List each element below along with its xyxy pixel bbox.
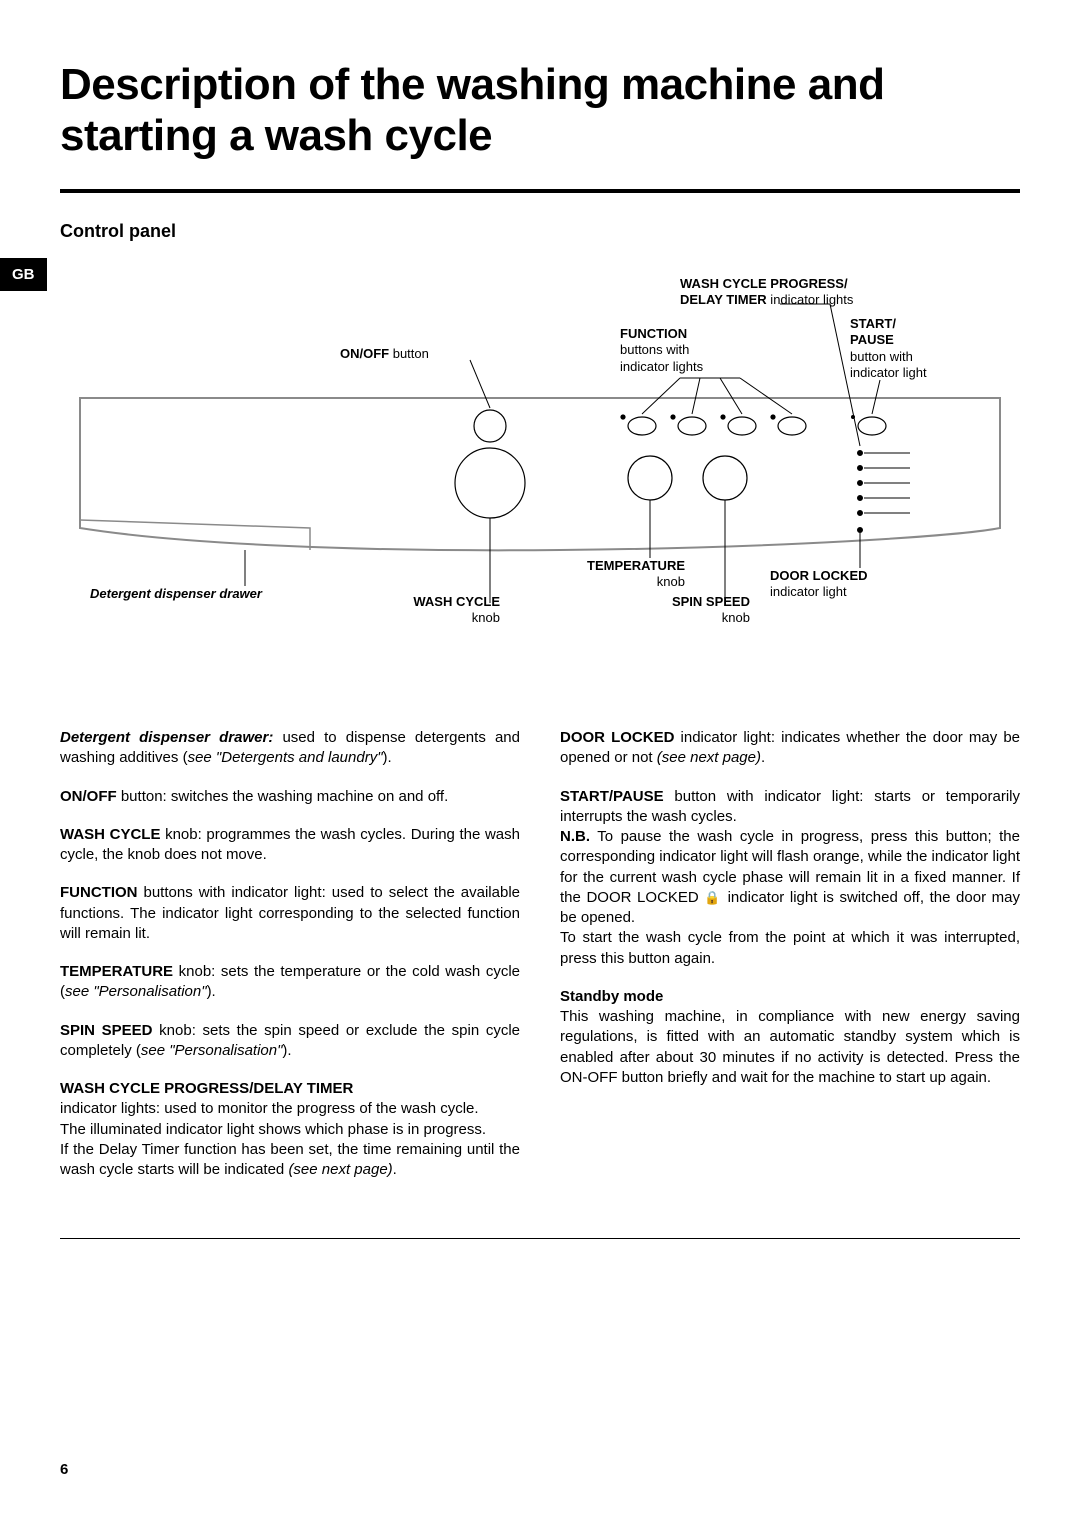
p-nb2: To start the wash cycle from the point a… <box>560 928 1020 969</box>
title-rule <box>60 189 1020 193</box>
page-title: Description of the washing machine and s… <box>60 60 1020 161</box>
left-column: Detergent dispenser drawer: used to disp… <box>60 728 520 1198</box>
label-progress: WASH CYCLE PROGRESS/ DELAY TIMER indicat… <box>680 276 853 309</box>
p-progress-l1: indicator lights: used to monitor the pr… <box>60 1099 520 1119</box>
label-temperature: TEMPERATURE knob <box>520 558 685 591</box>
p-onoff: ON/OFF button: switches the washing mach… <box>60 787 520 807</box>
p-progress-l2: The illuminated indicator light shows wh… <box>60 1120 520 1140</box>
p-temperature: TEMPERATURE knob: sets the temperature o… <box>60 962 520 1003</box>
body-columns: Detergent dispenser drawer: used to disp… <box>60 728 1020 1198</box>
p-spinspeed: SPIN SPEED knob: sets the spin speed or … <box>60 1021 520 1062</box>
label-doorlocked: DOOR LOCKED indicator light <box>770 568 868 601</box>
p-progress-heading: WASH CYCLE PROGRESS/DELAY TIMER <box>60 1079 520 1099</box>
p-startpause: START/PAUSE button with indicator light:… <box>560 787 1020 828</box>
section-heading: Control panel <box>60 221 1020 242</box>
right-column: DOOR LOCKED indicator light: indicates w… <box>560 728 1020 1198</box>
control-panel-diagram: ON/OFF button FUNCTION buttons with indi… <box>60 268 1020 668</box>
label-startpause: START/ PAUSE button with indicator light <box>850 316 927 381</box>
p-standby-body: This washing machine, in compliance with… <box>560 1007 1020 1088</box>
p-nb: N.B. To pause the wash cycle in progress… <box>560 827 1020 928</box>
country-tab: GB <box>0 258 47 291</box>
p-detergent: Detergent dispenser drawer: used to disp… <box>60 728 520 769</box>
label-detergent: Detergent dispenser drawer <box>90 586 262 602</box>
p-progress-l3: If the Delay Timer function has been set… <box>60 1140 520 1181</box>
page-number: 6 <box>60 1461 68 1478</box>
lock-icon: 🔒 <box>704 890 722 905</box>
p-function: FUNCTION buttons with indicator light: u… <box>60 883 520 944</box>
label-function: FUNCTION buttons with indicator lights <box>620 326 703 375</box>
label-onoff: ON/OFF button <box>340 346 429 362</box>
footer-rule <box>60 1238 1020 1239</box>
label-spinspeed: SPIN SPEED knob <box>620 594 750 627</box>
label-washcycle: WASH CYCLE knob <box>380 594 500 627</box>
p-standby-heading: Standby mode <box>560 987 1020 1007</box>
p-washcycle: WASH CYCLE knob: programmes the wash cyc… <box>60 825 520 866</box>
p-doorlocked: DOOR LOCKED indicator light: indicates w… <box>560 728 1020 769</box>
